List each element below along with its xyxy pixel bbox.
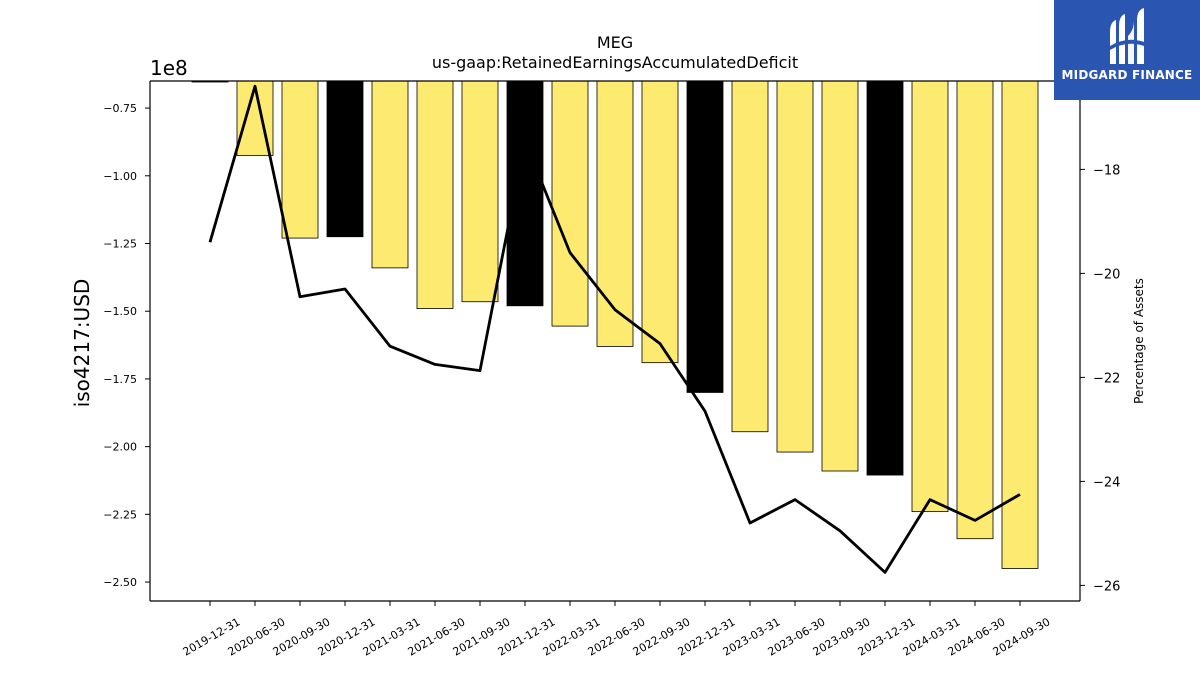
y-tick-label: −1.00 — [103, 170, 137, 183]
logo-text: MIDGARD FINANCE — [1061, 68, 1193, 82]
bar-2021-03-31 — [371, 81, 409, 269]
bar-2023-06-30 — [776, 81, 814, 453]
bar-2020-09-30 — [281, 81, 319, 239]
bar-2021-12-31 — [506, 81, 544, 307]
chart-subtitle: us-gaap:RetainedEarningsAccumulatedDefic… — [432, 53, 798, 72]
y2-tick-label: −26 — [1093, 579, 1120, 594]
bar-2022-03-31 — [551, 81, 589, 327]
y2-tick-label: −18 — [1093, 163, 1120, 178]
y-axis-ticks: −2.50 −2.25 −2.00 −1.75 −1.50 −1.25 −1.00 −0.75 — [103, 102, 150, 589]
bar-2023-09-30 — [821, 81, 859, 472]
bar-2020-12-31 — [326, 81, 364, 238]
midgard-logo-icon — [1110, 8, 1144, 64]
y2-axis-label: Percentage of Assets — [1132, 278, 1146, 404]
bar-series — [191, 81, 1039, 569]
y2-tick-label: −20 — [1093, 267, 1120, 282]
y-tick-label: −2.50 — [103, 576, 137, 589]
y-tick-label: −0.75 — [103, 102, 137, 115]
bar-2024-06-30 — [956, 81, 994, 540]
y-tick-label: −1.75 — [103, 373, 137, 386]
bar-2022-06-30 — [596, 81, 634, 347]
bar-2023-03-31 — [731, 81, 769, 433]
bar-2024-09-30 — [1001, 81, 1039, 569]
y2-axis-ticks: −26 −24 −22 −20 −18 — [1080, 163, 1120, 594]
y-tick-label: −2.00 — [103, 441, 137, 454]
bar-2021-09-30 — [461, 81, 499, 303]
y-tick-label: −1.25 — [103, 238, 137, 251]
y-axis-offset-label: 1e8 — [150, 56, 188, 80]
y2-tick-label: −24 — [1093, 475, 1120, 490]
line-series — [208, 84, 1021, 574]
x-axis-ticks: 2019-12-312020-06-302020-09-302020-12-31… — [181, 601, 1053, 659]
y-axis-label: iso4217:USD — [70, 279, 94, 408]
midgard-finance-logo: MIDGARD FINANCE — [1054, 0, 1200, 100]
percentage-of-assets-line — [208, 84, 1021, 574]
bar-2021-06-30 — [416, 81, 454, 309]
bar-2023-12-31 — [866, 81, 904, 476]
y2-tick-label: −22 — [1093, 371, 1120, 386]
chart-title: MEG — [597, 33, 633, 52]
y-tick-label: −2.25 — [103, 508, 137, 521]
y-tick-label: −1.50 — [103, 305, 137, 318]
bar-2022-12-31 — [686, 81, 724, 393]
bar-2022-09-30 — [641, 81, 679, 364]
bar-2024-03-31 — [911, 81, 949, 513]
